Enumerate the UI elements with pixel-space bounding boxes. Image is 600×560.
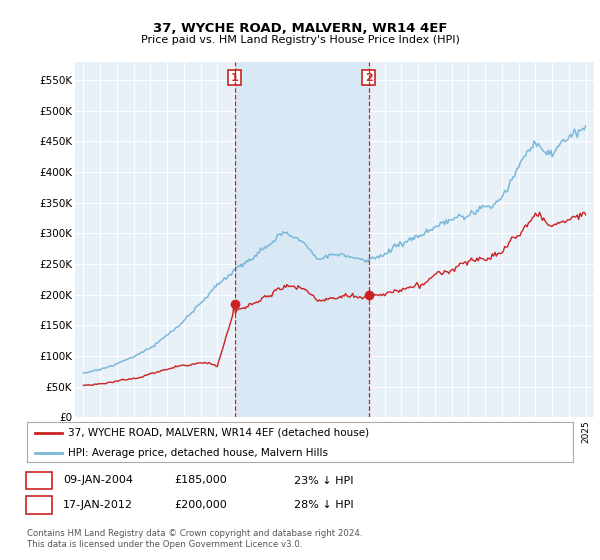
- Text: 17-JAN-2012: 17-JAN-2012: [63, 500, 133, 510]
- Text: 09-JAN-2004: 09-JAN-2004: [63, 475, 133, 486]
- Text: 1: 1: [231, 73, 239, 83]
- Text: £185,000: £185,000: [174, 475, 227, 486]
- Text: 28% ↓ HPI: 28% ↓ HPI: [294, 500, 353, 510]
- Text: 37, WYCHE ROAD, MALVERN, WR14 4EF (detached house): 37, WYCHE ROAD, MALVERN, WR14 4EF (detac…: [68, 428, 369, 438]
- Text: HPI: Average price, detached house, Malvern Hills: HPI: Average price, detached house, Malv…: [68, 448, 328, 458]
- Text: Contains HM Land Registry data © Crown copyright and database right 2024.
This d: Contains HM Land Registry data © Crown c…: [27, 529, 362, 549]
- Bar: [235, 62, 368, 417]
- Text: Price paid vs. HM Land Registry's House Price Index (HPI): Price paid vs. HM Land Registry's House …: [140, 35, 460, 45]
- Text: 23% ↓ HPI: 23% ↓ HPI: [294, 475, 353, 486]
- Text: 1: 1: [35, 475, 43, 486]
- Text: 2: 2: [365, 73, 373, 83]
- Text: £200,000: £200,000: [174, 500, 227, 510]
- Text: 37, WYCHE ROAD, MALVERN, WR14 4EF: 37, WYCHE ROAD, MALVERN, WR14 4EF: [153, 22, 447, 35]
- Text: 2: 2: [35, 500, 43, 510]
